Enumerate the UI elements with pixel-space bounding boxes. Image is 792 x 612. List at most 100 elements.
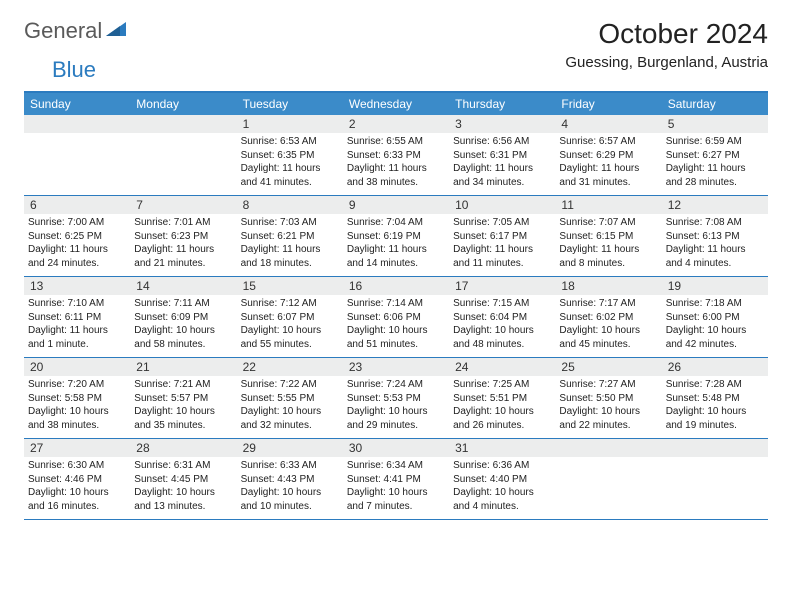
day-line: Daylight: 10 hours [453,405,551,419]
day-line: Sunset: 6:33 PM [347,149,445,163]
day-line: Daylight: 11 hours [453,243,551,257]
day-number: 19 [662,277,768,295]
day-line: Sunset: 5:48 PM [666,392,764,406]
day-content [130,133,236,193]
day-line: Sunrise: 7:12 AM [241,297,339,311]
day-cell: 11Sunrise: 7:07 AMSunset: 6:15 PMDayligh… [555,196,661,276]
dow-saturday: Saturday [662,93,768,115]
day-content: Sunrise: 7:10 AMSunset: 6:11 PMDaylight:… [24,295,130,357]
day-cell: 15Sunrise: 7:12 AMSunset: 6:07 PMDayligh… [237,277,343,357]
day-line: Sunset: 6:25 PM [28,230,126,244]
day-line: Sunset: 5:58 PM [28,392,126,406]
day-number: 15 [237,277,343,295]
day-content [662,457,768,517]
day-number: 27 [24,439,130,457]
day-cell: 27Sunrise: 6:30 AMSunset: 4:46 PMDayligh… [24,439,130,519]
day-line: and 7 minutes. [347,500,445,514]
day-number: 23 [343,358,449,376]
day-content: Sunrise: 7:21 AMSunset: 5:57 PMDaylight:… [130,376,236,438]
day-line: and 24 minutes. [28,257,126,271]
day-line: Sunrise: 7:11 AM [134,297,232,311]
day-cell: 4Sunrise: 6:57 AMSunset: 6:29 PMDaylight… [555,115,661,195]
day-line: and 26 minutes. [453,419,551,433]
day-line: Daylight: 10 hours [347,405,445,419]
day-content: Sunrise: 7:20 AMSunset: 5:58 PMDaylight:… [24,376,130,438]
day-line: Sunset: 6:21 PM [241,230,339,244]
day-line: Daylight: 10 hours [347,486,445,500]
day-line: and 32 minutes. [241,419,339,433]
day-line: Sunset: 6:07 PM [241,311,339,325]
day-line: and 48 minutes. [453,338,551,352]
day-number: 10 [449,196,555,214]
day-line: and 51 minutes. [347,338,445,352]
day-line: Sunrise: 6:57 AM [559,135,657,149]
day-number: 6 [24,196,130,214]
weeks-container: 1Sunrise: 6:53 AMSunset: 6:35 PMDaylight… [24,115,768,520]
day-line: and 55 minutes. [241,338,339,352]
day-line: and 13 minutes. [134,500,232,514]
day-content: Sunrise: 7:11 AMSunset: 6:09 PMDaylight:… [130,295,236,357]
day-content: Sunrise: 7:08 AMSunset: 6:13 PMDaylight:… [662,214,768,276]
month-title: October 2024 [565,18,768,50]
day-line: Daylight: 10 hours [28,405,126,419]
day-content: Sunrise: 6:56 AMSunset: 6:31 PMDaylight:… [449,133,555,195]
day-number: 25 [555,358,661,376]
day-cell [555,439,661,519]
day-cell: 12Sunrise: 7:08 AMSunset: 6:13 PMDayligh… [662,196,768,276]
day-number: 12 [662,196,768,214]
day-line: and 31 minutes. [559,176,657,190]
day-cell: 28Sunrise: 6:31 AMSunset: 4:45 PMDayligh… [130,439,236,519]
day-line: Sunset: 6:13 PM [666,230,764,244]
day-content: Sunrise: 7:25 AMSunset: 5:51 PMDaylight:… [449,376,555,438]
day-line: Daylight: 11 hours [559,243,657,257]
week-row: 20Sunrise: 7:20 AMSunset: 5:58 PMDayligh… [24,358,768,439]
day-line: Daylight: 11 hours [559,162,657,176]
day-line: Sunset: 6:04 PM [453,311,551,325]
day-line: Sunrise: 7:25 AM [453,378,551,392]
day-line: Daylight: 10 hours [134,324,232,338]
day-line: Daylight: 10 hours [28,486,126,500]
day-line: Sunrise: 7:03 AM [241,216,339,230]
day-number: 31 [449,439,555,457]
day-number: 24 [449,358,555,376]
day-line: Sunrise: 7:15 AM [453,297,551,311]
day-line: Daylight: 11 hours [28,243,126,257]
day-line: Sunrise: 7:17 AM [559,297,657,311]
day-content: Sunrise: 7:04 AMSunset: 6:19 PMDaylight:… [343,214,449,276]
day-line: Daylight: 11 hours [347,243,445,257]
day-cell: 5Sunrise: 6:59 AMSunset: 6:27 PMDaylight… [662,115,768,195]
day-cell: 24Sunrise: 7:25 AMSunset: 5:51 PMDayligh… [449,358,555,438]
day-line: Daylight: 10 hours [453,324,551,338]
day-content [24,133,130,193]
day-cell: 25Sunrise: 7:27 AMSunset: 5:50 PMDayligh… [555,358,661,438]
day-line: Sunset: 6:31 PM [453,149,551,163]
day-number: 28 [130,439,236,457]
day-line: Sunrise: 7:04 AM [347,216,445,230]
day-line: Daylight: 10 hours [666,405,764,419]
day-number: 20 [24,358,130,376]
day-content: Sunrise: 7:07 AMSunset: 6:15 PMDaylight:… [555,214,661,276]
day-line: Daylight: 11 hours [347,162,445,176]
day-line: Daylight: 10 hours [666,324,764,338]
day-content: Sunrise: 7:18 AMSunset: 6:00 PMDaylight:… [662,295,768,357]
day-line: Sunset: 6:02 PM [559,311,657,325]
day-cell: 16Sunrise: 7:14 AMSunset: 6:06 PMDayligh… [343,277,449,357]
day-content: Sunrise: 7:24 AMSunset: 5:53 PMDaylight:… [343,376,449,438]
day-line: Sunset: 5:55 PM [241,392,339,406]
day-cell: 23Sunrise: 7:24 AMSunset: 5:53 PMDayligh… [343,358,449,438]
day-content: Sunrise: 7:12 AMSunset: 6:07 PMDaylight:… [237,295,343,357]
day-of-week-row: Sunday Monday Tuesday Wednesday Thursday… [24,93,768,115]
day-line: Daylight: 10 hours [559,324,657,338]
day-line: Sunset: 6:17 PM [453,230,551,244]
day-number: 21 [130,358,236,376]
week-row: 1Sunrise: 6:53 AMSunset: 6:35 PMDaylight… [24,115,768,196]
day-cell: 8Sunrise: 7:03 AMSunset: 6:21 PMDaylight… [237,196,343,276]
day-content: Sunrise: 7:17 AMSunset: 6:02 PMDaylight:… [555,295,661,357]
day-content: Sunrise: 6:36 AMSunset: 4:40 PMDaylight:… [449,457,555,519]
day-content: Sunrise: 6:59 AMSunset: 6:27 PMDaylight:… [662,133,768,195]
day-line: and 34 minutes. [453,176,551,190]
day-line: and 8 minutes. [559,257,657,271]
day-line: Sunset: 5:51 PM [453,392,551,406]
day-cell: 9Sunrise: 7:04 AMSunset: 6:19 PMDaylight… [343,196,449,276]
day-number: 11 [555,196,661,214]
